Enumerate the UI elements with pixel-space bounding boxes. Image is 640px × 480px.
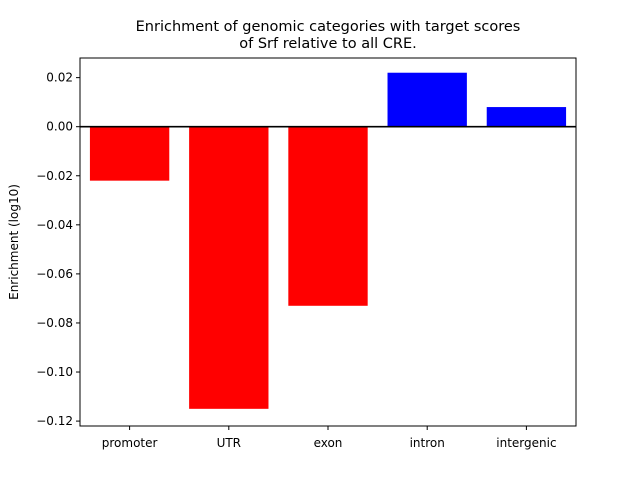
y-tick-label: −0.06 [36, 267, 73, 281]
x-tick-label: promoter [102, 436, 158, 450]
bar-intergenic [486, 107, 567, 127]
y-tick-label: 0.02 [46, 71, 73, 85]
y-ticks-group: 0.02 0.00 −0.02 −0.04 −0.06 −0.08 −0.10 −0.12 [36, 71, 80, 428]
y-tick-label: −0.04 [36, 218, 73, 232]
chart-title-line-2: of Srf relative to all CRE. [239, 36, 416, 52]
x-tick-label: intergenic [496, 436, 556, 450]
x-tick-label: UTR [217, 436, 241, 450]
chart-title-line-1: Enrichment of genomic categories with ta… [136, 19, 521, 35]
x-tick-label: intron [410, 436, 445, 450]
bar-exon [288, 126, 368, 306]
x-tick-label: exon [314, 436, 343, 450]
y-tick-label: −0.08 [36, 316, 73, 330]
plot-frame [79, 57, 577, 427]
y-axis-label: Enrichment (log10) [7, 184, 21, 300]
bars-group [89, 72, 567, 409]
y-tick-label: 0.00 [46, 120, 73, 134]
bar-intron [387, 72, 467, 127]
x-ticks-group: promoter UTR exon intron intergenic [102, 426, 557, 450]
y-tick-label: −0.10 [36, 365, 73, 379]
y-tick-label: −0.02 [36, 169, 73, 183]
bar-promoter [89, 126, 170, 181]
y-tick-label: −0.12 [36, 414, 73, 428]
bar-UTR [189, 126, 269, 409]
axes-frame-group [79, 57, 577, 427]
